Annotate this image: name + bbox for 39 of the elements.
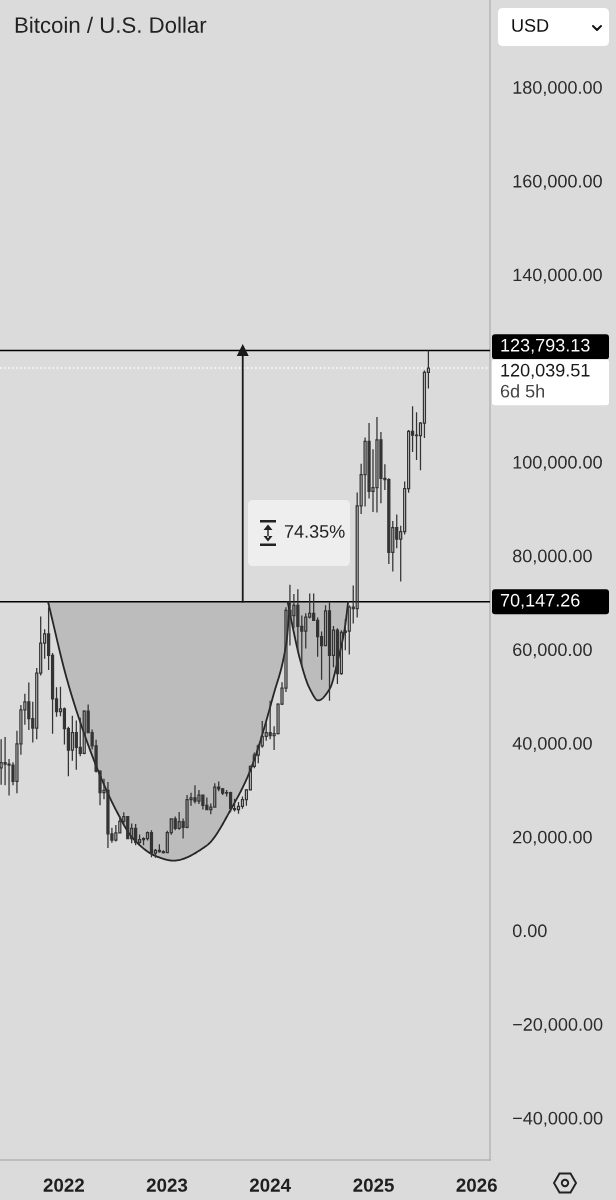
x-tick-label: 2024 [249,1178,291,1192]
candlestick [134,823,138,846]
text: USD [512,19,549,32]
text: Bitcoin / U.S. Dollar [15,16,207,33]
text: 6d 5h [500,384,545,398]
y-tick-label: −40,000.00 [513,1111,603,1127]
candlestick [228,791,233,813]
y-tick-label: 80,000.00 [513,549,592,565]
y-tick-label: 100,000.00 [513,455,602,471]
annotation: 74.35% [284,525,345,538]
x-tick-label: 2022 [43,1178,84,1192]
candlestick [375,416,379,514]
y-tick-label: 60,000.00 [513,643,592,659]
candlestick [74,719,78,771]
y-tick-label: 140,000.00 [513,268,602,284]
candlestick [201,793,205,811]
candlestick [173,815,177,831]
x-tick-label: 2023 [146,1178,188,1192]
candlestick [126,815,130,840]
y-tick-label: −20,000.00 [513,1018,603,1033]
y-tick-label: 160,000.00 [513,174,602,190]
y-tick-label: 180,000.00 [513,81,602,96]
y-tick-label: 20,000.00 [513,830,592,846]
x-tick-label: 2025 [353,1178,394,1192]
candlestick [335,627,340,685]
ref-line-label: 123,793.13 [501,338,590,354]
candlestick [106,781,110,849]
candlestick [193,784,197,805]
candlestick [157,843,161,854]
ref-line-label: 120,039.51 [501,363,590,379]
candlestick [149,829,154,858]
candlestick [0,738,3,786]
candlestick [82,709,86,755]
candlestick [205,796,209,811]
x-tick-label: 2026 [456,1178,497,1192]
y-tick-label: 0.00 [512,924,547,938]
candlestick [327,601,332,702]
y-tick-label: 40,000.00 [512,736,592,752]
ref-line-label: 70,147.26 [500,593,580,609]
